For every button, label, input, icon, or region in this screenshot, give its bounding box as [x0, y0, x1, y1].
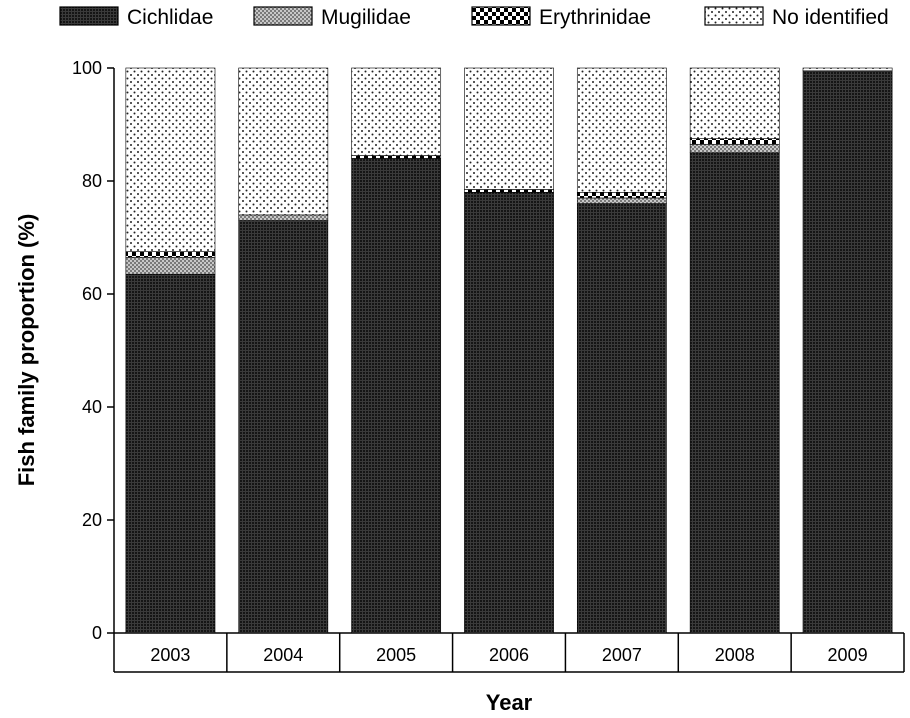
legend-label: Erythrinidae: [539, 6, 651, 29]
bar-segment-no-identified-2007: [576, 67, 667, 193]
bar-segment-mugilidae-2004: [238, 214, 329, 221]
y-tick-label: 60: [82, 284, 102, 304]
y-axis-title: Fish family proportion (%): [14, 214, 39, 487]
bar-segment-cichlidae-2007: [576, 203, 667, 634]
bar-segment-erythrinidae-2003: [125, 251, 216, 258]
bar-segment-cichlidae-2003: [125, 273, 216, 634]
x-tick-label: 2005: [376, 645, 416, 665]
bar-segment-cichlidae-2008: [689, 152, 780, 634]
bar-segment-cichlidae-2006: [464, 192, 554, 634]
x-tick-label: 2007: [602, 645, 642, 665]
x-axis-ticks: 2003 2004 2005 2006 2007 2008 2009: [113, 633, 905, 673]
x-axis-title: Year: [486, 690, 533, 715]
bar-segment-cichlidae-2004: [238, 220, 329, 634]
bar-segment-mugilidae-2007: [576, 197, 667, 204]
bar-segment-erythrinidae-2008: [689, 138, 780, 145]
legend-swatch-erythrinidae: [471, 6, 531, 26]
x-tick-label: 2008: [715, 645, 755, 665]
bar-segment-no-identified-2003: [125, 67, 216, 252]
bar-segment-no-identified-2006: [464, 67, 554, 190]
bar-segment-erythrinidae-2005: [351, 155, 442, 159]
legend-label: Mugilidae: [321, 6, 411, 29]
legend-swatch-cichlidae: [59, 6, 119, 26]
y-tick-label: 0: [92, 623, 102, 643]
x-tick-label: 2003: [150, 645, 190, 665]
bar-segment-no-identified-2008: [689, 67, 780, 139]
legend-swatch-mugilidae: [253, 6, 313, 26]
legend-swatch-no-identified: [704, 6, 764, 26]
bar-segment-cichlidae-2005: [351, 158, 442, 634]
y-tick-label: 80: [82, 171, 102, 191]
bar-segment-mugilidae-2003: [125, 256, 216, 275]
x-tick-label: 2009: [828, 645, 868, 665]
legend-label: No identified: [772, 6, 889, 29]
y-axis-ticks: 0 20 40 60 80 100: [72, 58, 114, 643]
bar-segment-no-identified-2004: [238, 67, 329, 216]
bars: [125, 67, 893, 634]
bar-segment-no-identified-2009: [802, 67, 893, 72]
bar-segment-erythrinidae-2007: [576, 192, 667, 199]
x-tick-label: 2004: [263, 645, 303, 665]
y-tick-label: 20: [82, 510, 102, 530]
legend: Cichlidae Mugilidae Erythrinidae No identif…: [59, 6, 889, 29]
bar-segment-no-identified-2005: [351, 67, 442, 156]
legend-label: Cichlidae: [127, 6, 213, 29]
y-tick-label: 100: [72, 58, 102, 78]
x-tick-label: 2006: [489, 645, 529, 665]
bar-segment-erythrinidae-2006: [464, 189, 554, 193]
y-tick-label: 40: [82, 397, 102, 417]
bar-segment-cichlidae-2009: [802, 70, 893, 634]
bar-segment-mugilidae-2008: [689, 143, 780, 154]
